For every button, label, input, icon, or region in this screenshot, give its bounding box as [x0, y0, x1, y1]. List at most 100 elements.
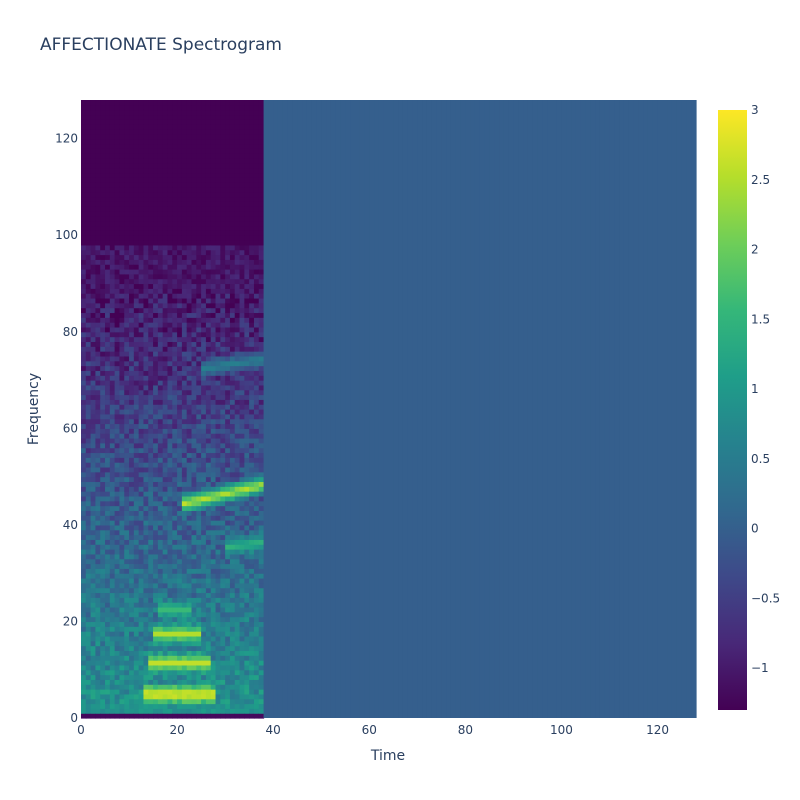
- heatmap-cell: [157, 602, 164, 608]
- heatmap-cell: [138, 259, 145, 265]
- heatmap-cell: [229, 360, 236, 367]
- heatmap-cell: [249, 544, 255, 550]
- heatmap-cell: [90, 549, 97, 555]
- heatmap-cell: [215, 669, 221, 676]
- heatmap-cell: [234, 196, 241, 202]
- heatmap-cell: [186, 655, 193, 661]
- heatmap-cell: [162, 384, 169, 391]
- heatmap-cell: [90, 370, 97, 376]
- heatmap-cell: [133, 138, 140, 145]
- heatmap-cell: [114, 635, 121, 642]
- heatmap-cell: [172, 563, 178, 569]
- heatmap-cell: [85, 684, 92, 690]
- heatmap-cell: [225, 186, 231, 193]
- heatmap-cell: [177, 442, 183, 449]
- heatmap-cell: [157, 322, 164, 328]
- heatmap-cell: [244, 196, 250, 202]
- heatmap-cell: [210, 351, 217, 357]
- heatmap-cell: [225, 500, 231, 507]
- heatmap-cell: [138, 529, 145, 536]
- heatmap-cell: [249, 486, 255, 492]
- heatmap-cell: [95, 457, 101, 463]
- heatmap-cell: [90, 481, 97, 487]
- heatmap-cell: [229, 249, 236, 256]
- heatmap-cell: [177, 312, 183, 318]
- heatmap-cell: [109, 553, 116, 560]
- heatmap-cell: [85, 283, 92, 289]
- heatmap-cell: [220, 505, 226, 511]
- heatmap-cell: [186, 481, 193, 487]
- heatmap-cell: [239, 466, 245, 473]
- heatmap-cell: [157, 317, 164, 323]
- heatmap-cell: [109, 476, 116, 483]
- heatmap-cell: [85, 409, 92, 415]
- heatmap-cell: [172, 302, 178, 309]
- heatmap-cell: [138, 481, 145, 487]
- heatmap-cell: [143, 225, 149, 231]
- heatmap-cell: [109, 351, 116, 357]
- heatmap-cell: [90, 462, 97, 468]
- heatmap-cell: [162, 693, 169, 700]
- heatmap-cell: [153, 278, 159, 285]
- heatmap-cell: [143, 244, 149, 251]
- heatmap-cell: [215, 655, 221, 661]
- heatmap-cell: [81, 553, 87, 560]
- heatmap-cell: [205, 679, 212, 685]
- heatmap-cell: [100, 201, 106, 207]
- heatmap-cell: [114, 577, 121, 584]
- heatmap-cell: [133, 708, 140, 714]
- heatmap-cell: [186, 206, 193, 212]
- heatmap-cell: [201, 365, 207, 371]
- heatmap-cell: [249, 713, 255, 719]
- heatmap-cell: [153, 457, 159, 463]
- heatmap-cell: [225, 351, 231, 357]
- heatmap-cell: [225, 384, 231, 391]
- heatmap-cell: [124, 534, 130, 540]
- heatmap-cell: [90, 215, 97, 222]
- heatmap-cell: [100, 148, 106, 154]
- heatmap-cell: [249, 100, 255, 106]
- heatmap-cell: [225, 433, 231, 439]
- heatmap-cell: [129, 515, 135, 521]
- heatmap-cell: [105, 259, 111, 265]
- heatmap-cell: [143, 346, 149, 352]
- heatmap-cell: [249, 341, 255, 347]
- heatmap-cell: [114, 128, 121, 135]
- heatmap-cell: [114, 606, 121, 613]
- heatmap-cell: [105, 413, 111, 420]
- heatmap-cell: [109, 119, 116, 125]
- heatmap-cell: [172, 235, 178, 241]
- heatmap-cell: [258, 495, 265, 502]
- heatmap-cell: [167, 201, 173, 207]
- heatmap-cell: [201, 606, 207, 613]
- heatmap-cell: [210, 577, 217, 584]
- heatmap-cell: [114, 404, 121, 410]
- heatmap-cell: [191, 684, 197, 690]
- heatmap-cell: [258, 211, 265, 217]
- heatmap-cell: [234, 404, 241, 410]
- heatmap-cell: [119, 582, 125, 589]
- heatmap-cell: [100, 220, 106, 227]
- heatmap-cell: [172, 157, 178, 164]
- heatmap-cell: [201, 660, 207, 666]
- heatmap-cell: [124, 264, 130, 270]
- heatmap-cell: [81, 491, 87, 497]
- heatmap-cell: [109, 684, 116, 690]
- heatmap-cell: [172, 138, 178, 145]
- heatmap-cell: [253, 307, 260, 314]
- heatmap-cell: [234, 539, 241, 545]
- colorbar-tick-label: 1.5: [751, 312, 770, 326]
- heatmap-cell: [201, 196, 207, 202]
- heatmap-cell: [167, 351, 173, 357]
- heatmap-cell: [95, 225, 101, 231]
- heatmap-cell: [229, 558, 236, 565]
- heatmap-cell: [229, 563, 236, 569]
- heatmap-cell: [229, 693, 236, 700]
- heatmap-cell: [133, 215, 140, 222]
- heatmap-cell: [177, 621, 183, 627]
- heatmap-cell: [253, 399, 260, 405]
- heatmap-cell: [210, 399, 217, 405]
- heatmap-cell: [85, 355, 92, 362]
- heatmap-cell: [124, 660, 130, 666]
- heatmap-cell: [148, 331, 154, 338]
